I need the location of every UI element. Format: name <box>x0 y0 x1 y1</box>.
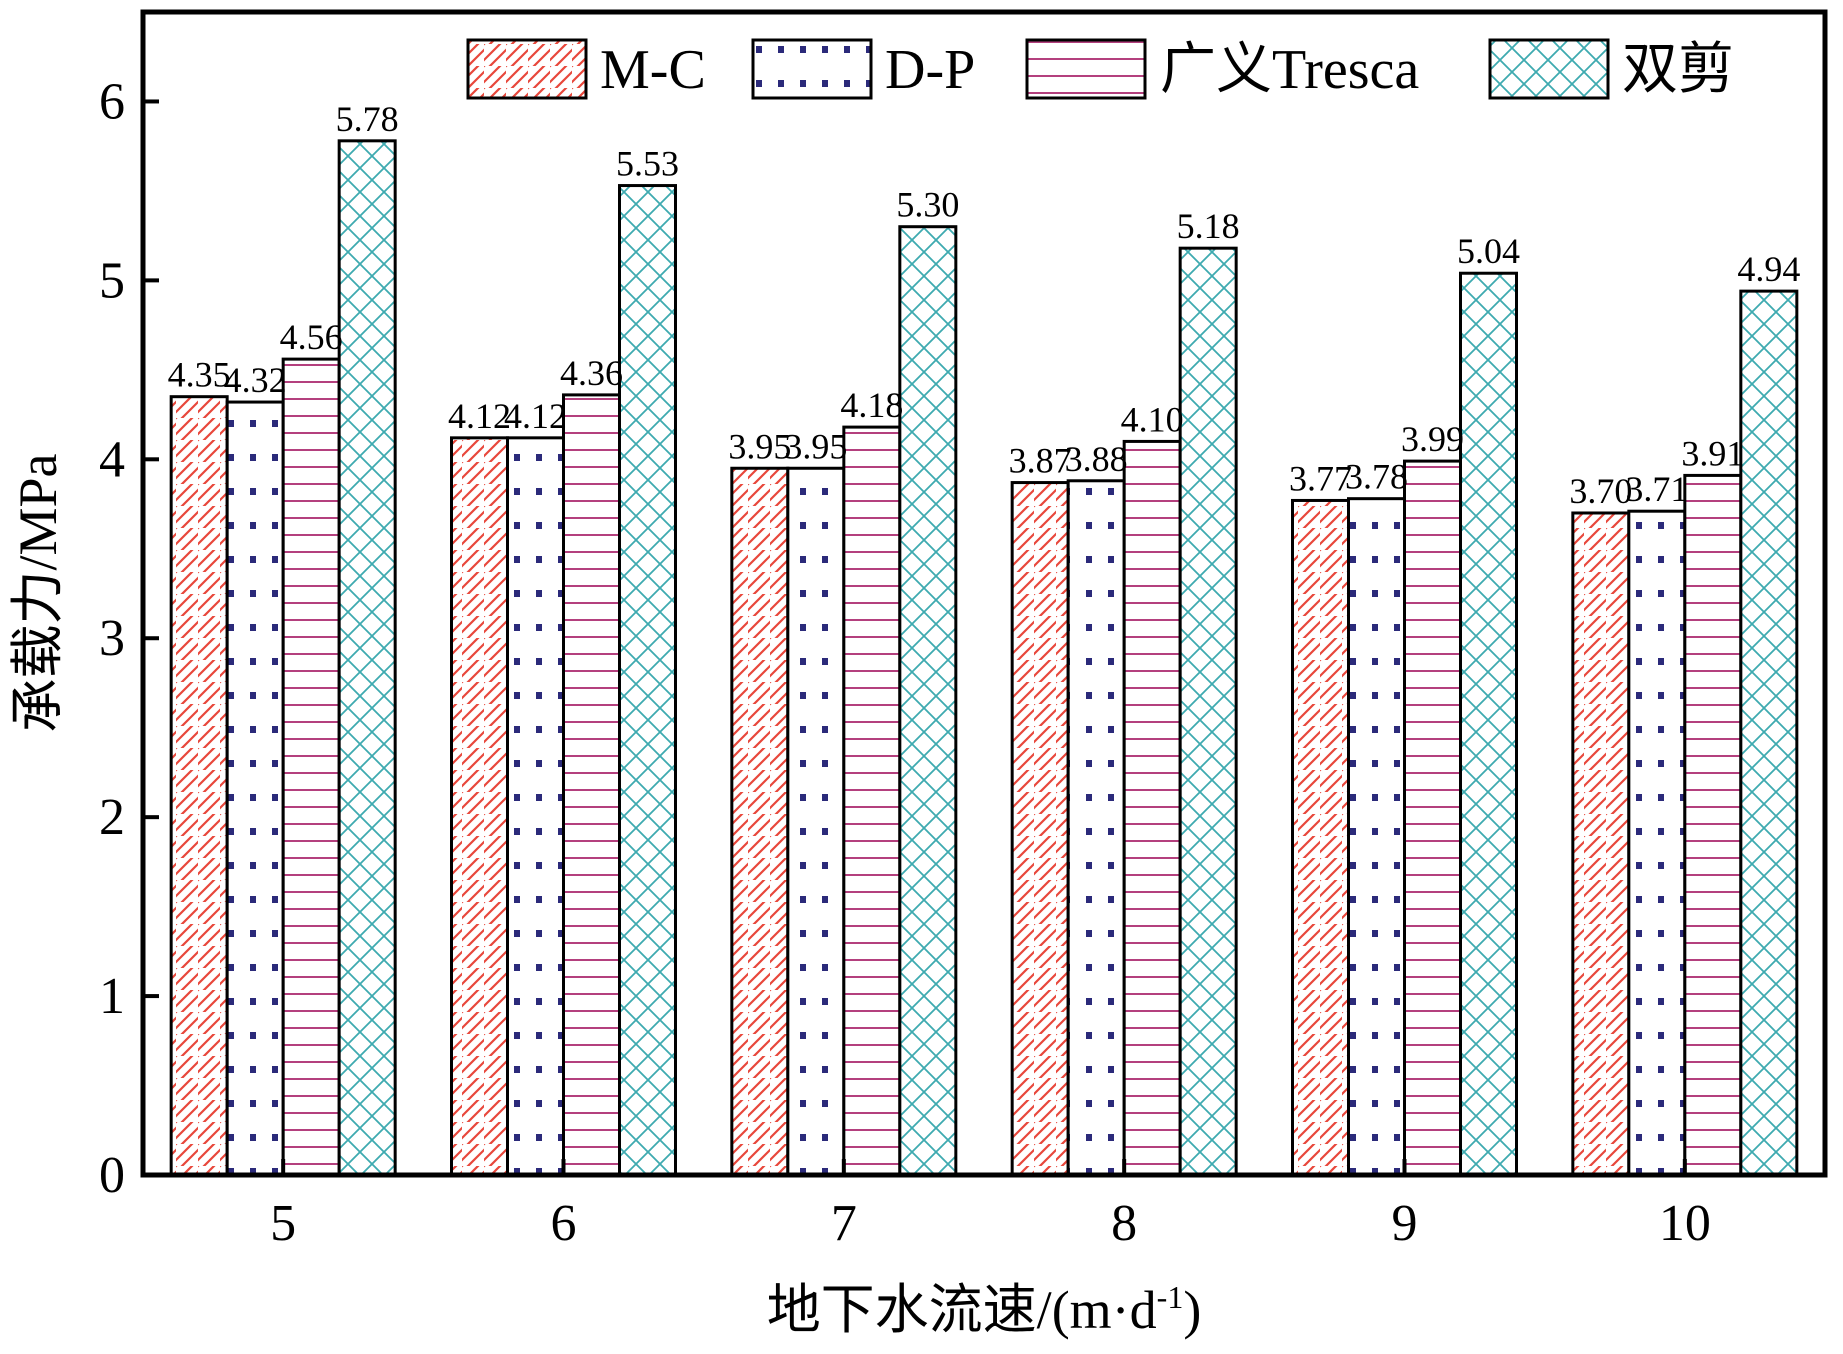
data-label-d-p-7: 3.95 <box>784 426 847 466</box>
legend-swatch-double-shear <box>1488 38 1610 100</box>
y-tick-label-1: 1 <box>99 968 125 1025</box>
data-label-tresca-6: 4.36 <box>560 353 623 393</box>
bar-d-p-7 <box>786 466 846 1177</box>
bar-m-c-7 <box>730 466 790 1177</box>
legend-label-tresca: 广义Tresca <box>1160 39 1419 101</box>
bar-m-c-9 <box>1291 498 1350 1177</box>
data-label-tresca-9: 3.99 <box>1401 419 1464 459</box>
data-label-double-shear-6: 5.53 <box>616 144 679 184</box>
data-label-tresca-7: 4.18 <box>840 385 903 425</box>
bar-tresca-6 <box>562 393 621 1177</box>
data-label-m-c-5: 4.35 <box>168 355 231 395</box>
bar-m-c-8 <box>1010 481 1070 1177</box>
legend-label-m-c: M-C <box>600 39 706 101</box>
data-label-d-p-10: 3.71 <box>1625 469 1688 509</box>
data-label-m-c-7: 3.95 <box>728 426 791 466</box>
data-label-m-c-10: 3.70 <box>1569 471 1632 511</box>
legend-swatch-d-p <box>751 38 873 100</box>
data-label-double-shear-5: 5.78 <box>336 99 399 139</box>
bar-tresca-8 <box>1122 439 1182 1177</box>
data-label-d-p-5: 4.32 <box>224 360 287 400</box>
x-axis-title-close: ) <box>1183 1280 1201 1340</box>
bar-double-shear-10 <box>1739 289 1799 1177</box>
y-axis: 0 1 2 3 4 5 6 <box>99 73 159 1204</box>
data-labels-layer: 4.354.324.565.784.124.124.365.533.953.95… <box>168 99 1801 511</box>
legend-label-d-p: D-P <box>885 39 975 101</box>
data-label-double-shear-7: 5.30 <box>896 185 959 225</box>
bar-double-shear-7 <box>898 225 958 1177</box>
legend-label-double-shear: 双剪 <box>1622 39 1734 101</box>
x-tick-label-7: 7 <box>831 1195 857 1252</box>
plot-frame <box>140 9 1828 1178</box>
y-tick-label-6: 6 <box>99 73 125 130</box>
data-label-double-shear-9: 5.04 <box>1457 231 1520 271</box>
y-tick-label-0: 0 <box>99 1147 125 1204</box>
bar-double-shear-5 <box>337 139 397 1177</box>
data-label-m-c-9: 3.77 <box>1289 458 1352 498</box>
x-tick-label-10: 10 <box>1659 1195 1711 1252</box>
bar-d-p-10 <box>1627 509 1687 1177</box>
y-tick-label-5: 5 <box>99 252 125 309</box>
legend-swatch-m-c <box>466 38 588 100</box>
y-tick-label-3: 3 <box>99 610 125 667</box>
bar-m-c-10 <box>1571 511 1631 1177</box>
x-axis-title-main: 地下水流速/(m·d <box>767 1280 1157 1340</box>
y-tick-label-4: 4 <box>99 431 125 488</box>
data-label-d-p-6: 4.12 <box>504 396 567 436</box>
bar-tresca-5 <box>281 357 341 1177</box>
bars-layer <box>169 139 1799 1177</box>
x-tick-label-8: 8 <box>1111 1195 1137 1252</box>
bar-double-shear-9 <box>1459 271 1518 1177</box>
x-tick-label-6: 6 <box>551 1195 577 1252</box>
bar-tresca-10 <box>1683 473 1743 1177</box>
data-label-m-c-6: 4.12 <box>448 396 511 436</box>
bar-double-shear-6 <box>618 184 677 1177</box>
data-label-tresca-10: 3.91 <box>1681 433 1744 473</box>
x-axis: 5 6 7 8 9 10 <box>270 1159 1711 1252</box>
bar-d-p-8 <box>1066 479 1126 1177</box>
bar-m-c-6 <box>450 436 509 1177</box>
data-label-double-shear-10: 4.94 <box>1737 249 1800 289</box>
x-tick-label-9: 9 <box>1392 1195 1418 1252</box>
legend: M-C D-P 广义Tresca 双剪 <box>466 38 1734 101</box>
bar-d-p-6 <box>506 436 565 1177</box>
data-label-d-p-8: 3.88 <box>1065 439 1128 479</box>
bar-tresca-9 <box>1403 459 1462 1177</box>
x-axis-title-superscript: -1 <box>1157 1279 1184 1315</box>
y-axis-title: 承载力/MPa <box>8 453 68 732</box>
bar-d-p-5 <box>225 400 285 1177</box>
data-label-tresca-8: 4.10 <box>1121 399 1184 439</box>
y-tick-label-2: 2 <box>99 789 125 846</box>
legend-swatch-tresca <box>1025 38 1147 100</box>
data-label-double-shear-8: 5.18 <box>1177 206 1240 246</box>
bar-m-c-5 <box>169 395 229 1177</box>
bar-double-shear-8 <box>1178 246 1238 1177</box>
bar-tresca-7 <box>842 425 902 1177</box>
data-label-m-c-8: 3.87 <box>1009 441 1072 481</box>
data-label-d-p-9: 3.78 <box>1345 457 1408 497</box>
data-label-tresca-5: 4.56 <box>280 317 343 357</box>
x-axis-title: 地下水流速/(m·d-1) <box>767 1279 1202 1340</box>
bar-d-p-9 <box>1347 497 1406 1177</box>
x-tick-label-5: 5 <box>270 1195 296 1252</box>
